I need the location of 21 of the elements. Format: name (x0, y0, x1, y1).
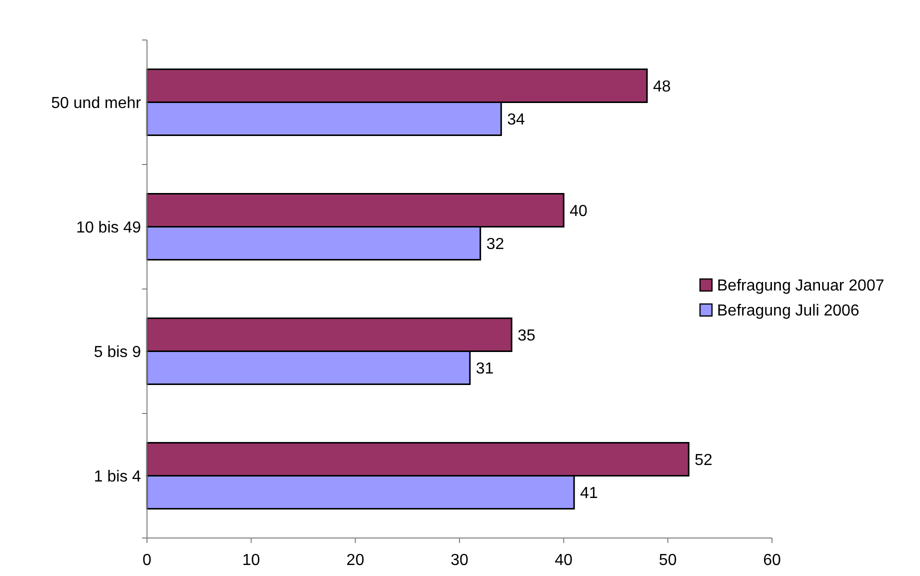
data-label: 52 (694, 452, 713, 469)
x-tick-label: 20 (346, 552, 364, 569)
x-tick-label: 10 (242, 552, 260, 569)
x-tick-label: 50 (658, 552, 677, 569)
x-tick-label: 40 (554, 552, 573, 569)
legend-label: Befragung Januar 2007 (717, 278, 884, 295)
y-tick-label: 10 bis 49 (76, 219, 142, 236)
legend-label: Befragung Juli 2006 (717, 302, 860, 320)
data-label: 41 (580, 484, 598, 502)
data-label: 34 (507, 111, 526, 128)
y-tick-label: 1 bis 4 (94, 468, 142, 486)
data-label: 32 (486, 236, 504, 253)
x-tick-label: 60 (763, 552, 781, 569)
y-tick-label: 50 und mehr (51, 94, 142, 112)
x-tick-label: 30 (450, 552, 468, 569)
data-label: 48 (653, 78, 671, 96)
data-label: 31 (476, 360, 494, 378)
data-label: 40 (570, 202, 588, 220)
x-tick-label: 0 (142, 552, 152, 569)
y-tick-label: 5 bis 9 (94, 344, 142, 361)
data-label: 35 (518, 327, 536, 344)
